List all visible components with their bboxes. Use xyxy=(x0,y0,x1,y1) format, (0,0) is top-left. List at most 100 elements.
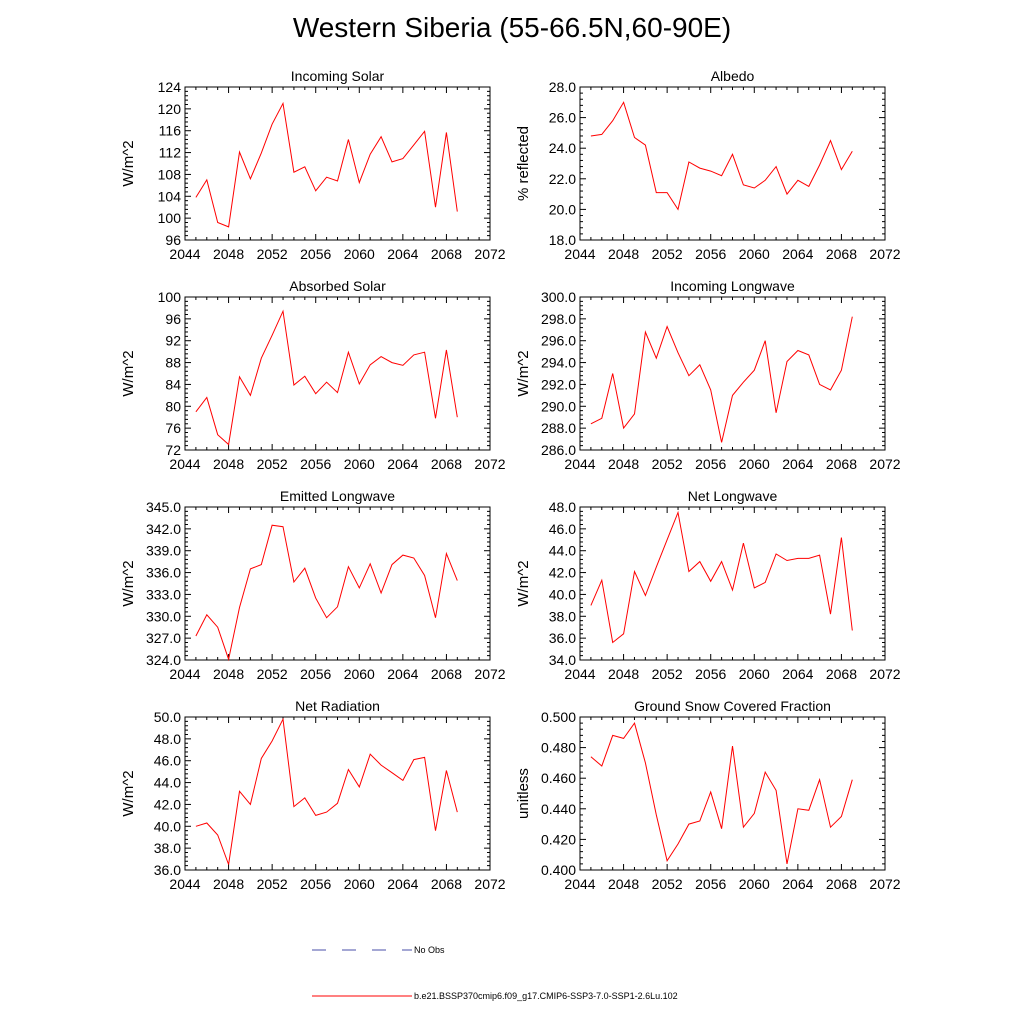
x-tick-label: 2048 xyxy=(213,876,244,892)
y-axis-label: W/m^2 xyxy=(515,350,532,396)
x-tick-label: 2068 xyxy=(431,246,462,262)
x-tick-label: 2060 xyxy=(739,456,770,472)
x-tick-label: 2056 xyxy=(695,456,726,472)
x-tick-label: 2048 xyxy=(608,876,639,892)
x-tick-label: 2060 xyxy=(739,876,770,892)
x-tick-label: 2060 xyxy=(344,246,375,262)
y-tick-label: 0.500 xyxy=(541,709,576,725)
x-tick-label: 2072 xyxy=(869,246,900,262)
panel-absorbed-solar: Absorbed Solar W/m^2 2044 2048 2052 2056 2060 2… xyxy=(120,278,506,472)
y-tick-label: 300.0 xyxy=(541,289,576,305)
plot-frame xyxy=(579,716,886,871)
series-line xyxy=(590,316,853,443)
y-tick-label: 100 xyxy=(158,210,182,226)
y-tick-label: 28.0 xyxy=(549,79,576,95)
x-tick-label: 2056 xyxy=(300,456,331,472)
y-tick-label: 96 xyxy=(165,311,181,327)
x-tick-label: 2056 xyxy=(695,876,726,892)
y-tick-label: 333.0 xyxy=(146,586,181,602)
panel-ground-snow-covered-fraction: Ground Snow Covered Fraction unitless 2044… xyxy=(515,698,901,892)
y-tick-label: 96 xyxy=(165,232,181,248)
x-tick-label: 2068 xyxy=(826,876,857,892)
x-tick-label: 2068 xyxy=(431,876,462,892)
legend: No Obs b.e21.BSSP370cmip6.f09_g17.CMIP6-S… xyxy=(312,945,678,1001)
y-tick-label: 0.420 xyxy=(541,831,576,847)
x-tick-label: 2064 xyxy=(782,246,813,262)
y-tick-label: 342.0 xyxy=(146,521,181,537)
y-tick-label: 18.0 xyxy=(549,232,576,248)
x-tick-label: 2060 xyxy=(344,666,375,682)
panel-net-radiation: Net Radiation W/m^2 2044 2048 2052 2056 2060 20… xyxy=(120,698,506,892)
y-tick-label: 124 xyxy=(158,79,182,95)
y-axis-label: unitless xyxy=(515,768,532,819)
legend-label: No Obs xyxy=(414,945,445,955)
panel-albedo: Albedo % reflected 2044 2048 2052 2056 2060 206… xyxy=(515,68,901,262)
x-tick-label: 2044 xyxy=(169,246,200,262)
x-tick-label: 2052 xyxy=(652,456,683,472)
y-tick-label: 298.0 xyxy=(541,311,576,327)
y-tick-label: 120 xyxy=(158,101,182,117)
x-tick-label: 2048 xyxy=(608,666,639,682)
x-tick-label: 2052 xyxy=(652,246,683,262)
x-tick-label: 2044 xyxy=(169,876,200,892)
x-tick-label: 2064 xyxy=(782,456,813,472)
x-tick-label: 2072 xyxy=(869,666,900,682)
series-line xyxy=(590,721,853,864)
y-tick-label: 116 xyxy=(159,123,182,139)
x-tick-label: 2056 xyxy=(695,246,726,262)
y-tick-label: 36.0 xyxy=(549,630,576,646)
x-tick-label: 2048 xyxy=(608,246,639,262)
x-tick-label: 2060 xyxy=(344,876,375,892)
y-axis-label: W/m^2 xyxy=(120,770,137,816)
x-tick-label: 2048 xyxy=(213,666,244,682)
x-tick-label: 2060 xyxy=(344,456,375,472)
y-tick-label: 0.480 xyxy=(541,740,576,756)
y-axis-label: W/m^2 xyxy=(120,350,137,396)
panel-title: Emitted Longwave xyxy=(280,488,395,504)
y-tick-label: 288.0 xyxy=(541,420,576,436)
x-tick-label: 2048 xyxy=(608,456,639,472)
y-axis-label: % reflected xyxy=(515,126,532,201)
y-tick-label: 42.0 xyxy=(549,565,576,581)
panel-emitted-longwave: Emitted Longwave W/m^2 2044 2048 2052 2056 206… xyxy=(120,488,506,682)
x-tick-label: 2052 xyxy=(257,456,288,472)
y-tick-label: 80 xyxy=(165,398,181,414)
x-tick-label: 2072 xyxy=(474,246,505,262)
x-tick-label: 2048 xyxy=(213,456,244,472)
x-tick-label: 2052 xyxy=(652,666,683,682)
y-tick-label: 286.0 xyxy=(541,442,576,458)
x-tick-label: 2044 xyxy=(564,246,595,262)
y-tick-label: 38.0 xyxy=(154,840,181,856)
panel-title: Albedo xyxy=(711,68,755,84)
y-tick-label: 0.400 xyxy=(541,862,576,878)
y-tick-label: 327.0 xyxy=(146,630,181,646)
y-tick-label: 345.0 xyxy=(146,499,181,515)
x-tick-label: 2060 xyxy=(739,246,770,262)
panel-title: Incoming Longwave xyxy=(670,278,795,294)
x-tick-label: 2064 xyxy=(782,876,813,892)
x-tick-label: 2068 xyxy=(431,456,462,472)
y-tick-label: 112 xyxy=(159,145,182,161)
y-tick-label: 40.0 xyxy=(154,818,181,834)
x-tick-label: 2068 xyxy=(826,246,857,262)
y-tick-label: 88 xyxy=(165,355,181,371)
y-tick-label: 324.0 xyxy=(146,652,181,668)
x-tick-label: 2052 xyxy=(652,876,683,892)
y-tick-label: 46.0 xyxy=(549,521,576,537)
y-tick-label: 24.0 xyxy=(549,140,576,156)
series-line xyxy=(590,101,853,211)
y-axis-label: W/m^2 xyxy=(515,560,532,606)
y-tick-label: 294.0 xyxy=(541,355,576,371)
y-tick-label: 42.0 xyxy=(154,796,181,812)
plot-frame xyxy=(184,296,491,451)
y-tick-label: 84 xyxy=(165,376,181,392)
y-tick-label: 22.0 xyxy=(549,171,576,187)
y-tick-label: 104 xyxy=(158,188,182,204)
legend-label: b.e21.BSSP370cmip6.f09_g17.CMIP6-SSP3-7.… xyxy=(414,991,678,1001)
y-tick-label: 38.0 xyxy=(549,608,576,624)
series-line xyxy=(195,309,458,446)
x-tick-label: 2064 xyxy=(387,876,418,892)
plot-frame xyxy=(184,506,491,661)
x-tick-label: 2044 xyxy=(564,456,595,472)
y-tick-label: 292.0 xyxy=(541,376,576,392)
